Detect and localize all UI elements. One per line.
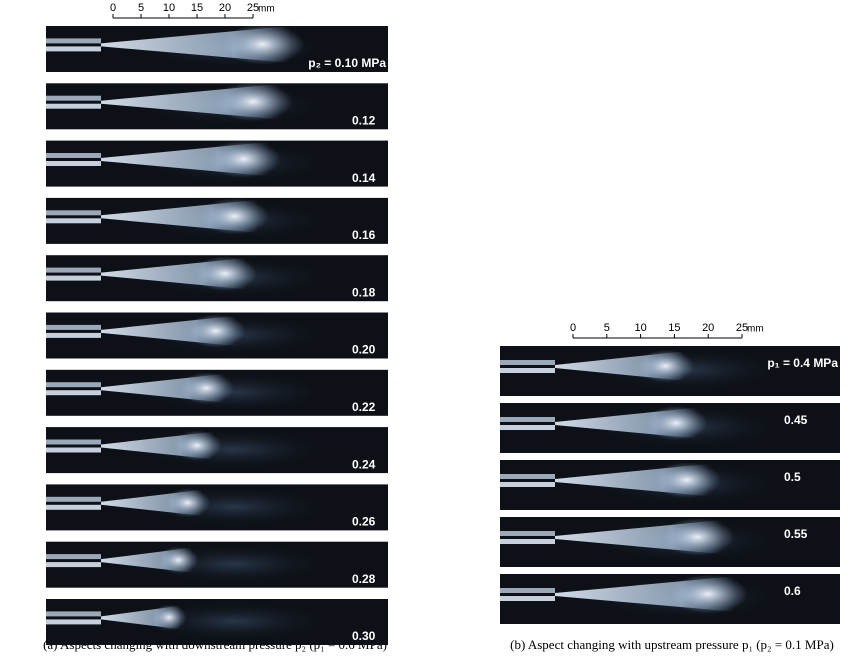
pressure-label: 0.16 bbox=[352, 228, 376, 242]
pressure-label: p₁ = 0.4 MPa bbox=[767, 356, 838, 370]
figure: (a) Aspects changing with downstream pre… bbox=[0, 0, 868, 658]
scale-label: 5 bbox=[138, 2, 144, 14]
jet-head bbox=[207, 140, 281, 178]
nozzle bbox=[500, 531, 555, 536]
nozzle bbox=[500, 482, 555, 487]
nozzle bbox=[500, 588, 555, 593]
scale-label: 15 bbox=[191, 2, 203, 14]
nozzle bbox=[500, 596, 555, 601]
nozzle bbox=[46, 619, 101, 624]
photo-strip: 0.26 bbox=[46, 484, 388, 530]
jet-head bbox=[165, 488, 210, 517]
pressure-label: 0.28 bbox=[352, 572, 376, 586]
nozzle bbox=[46, 161, 101, 166]
photo-strip: 0.55 bbox=[500, 517, 840, 567]
scale-label: 0 bbox=[570, 322, 576, 334]
nozzle bbox=[46, 505, 101, 510]
pressure-label: 0.20 bbox=[352, 343, 376, 357]
jet-head bbox=[653, 462, 721, 498]
photo-strip: 0.28 bbox=[46, 542, 388, 588]
nozzle bbox=[500, 425, 555, 430]
nozzle bbox=[46, 104, 101, 109]
nozzle bbox=[500, 360, 555, 365]
scale-unit: mm bbox=[747, 324, 764, 335]
nozzle bbox=[46, 611, 101, 616]
jet-head bbox=[179, 372, 234, 404]
jet-head bbox=[172, 430, 222, 460]
jet-head bbox=[661, 518, 735, 556]
scale-label: 20 bbox=[219, 2, 231, 14]
jet-head bbox=[193, 256, 257, 291]
scale-label: 5 bbox=[604, 322, 610, 334]
pressure-label: 0.14 bbox=[352, 171, 376, 185]
nozzle bbox=[46, 440, 101, 445]
scale-label: 0 bbox=[110, 2, 116, 14]
nozzle bbox=[46, 333, 101, 338]
jet-head bbox=[186, 314, 245, 347]
nozzle bbox=[46, 38, 101, 43]
pressure-label: 0.30 bbox=[352, 629, 376, 643]
scale-unit: mm bbox=[258, 4, 275, 15]
pressure-label: 0.18 bbox=[352, 285, 376, 299]
nozzle bbox=[46, 382, 101, 387]
nozzle bbox=[46, 96, 101, 101]
scale-label: 15 bbox=[668, 322, 680, 334]
pressure-label: 0.55 bbox=[784, 527, 808, 541]
jet-head bbox=[668, 574, 747, 613]
nozzle bbox=[46, 210, 101, 215]
nozzle bbox=[46, 325, 101, 330]
jet-head bbox=[214, 82, 293, 121]
nozzle bbox=[46, 497, 101, 502]
scale-label: 20 bbox=[702, 322, 714, 334]
nozzle bbox=[500, 474, 555, 479]
jet-head bbox=[200, 198, 269, 234]
nozzle bbox=[46, 268, 101, 273]
nozzle bbox=[46, 153, 101, 158]
pressure-label: 0.6 bbox=[784, 584, 801, 598]
pressure-label: p₂ = 0.10 MPa bbox=[308, 56, 386, 70]
nozzle bbox=[500, 417, 555, 422]
photo-strip: p₂ = 0.10 MPa bbox=[46, 24, 388, 72]
nozzle bbox=[46, 390, 101, 395]
nozzle bbox=[46, 276, 101, 281]
scale-label: 10 bbox=[634, 322, 646, 334]
nozzle bbox=[46, 554, 101, 559]
photo-strip: 0.24 bbox=[46, 427, 388, 473]
nozzle bbox=[46, 448, 101, 453]
nozzle bbox=[46, 218, 101, 223]
photo-strip: 0.6 bbox=[500, 574, 840, 624]
photo-strip: 0.45 bbox=[500, 403, 840, 453]
caption-b: (b) Aspect changing with upstream pressu… bbox=[510, 637, 834, 652]
nozzle bbox=[46, 46, 101, 51]
nozzle bbox=[500, 539, 555, 544]
photo-strip: 0.16 bbox=[46, 198, 388, 244]
pressure-label: 0.26 bbox=[352, 515, 376, 529]
photo-strip: 0.22 bbox=[46, 370, 388, 416]
jet-head bbox=[645, 406, 708, 440]
pressure-label: 0.5 bbox=[784, 470, 801, 484]
photo-strip: 0.12 bbox=[46, 82, 388, 129]
jet-head bbox=[151, 604, 186, 630]
photo-strip: p₁ = 0.4 MPa bbox=[500, 346, 840, 396]
pressure-label: 0.24 bbox=[352, 457, 376, 471]
photo-strip: 0.30 bbox=[46, 599, 388, 645]
pressure-label: 0.22 bbox=[352, 400, 376, 414]
pressure-label: 0.45 bbox=[784, 413, 808, 427]
photo-strip: 0.20 bbox=[46, 313, 388, 359]
scale-label: 10 bbox=[163, 2, 175, 14]
photo-strip: 0.14 bbox=[46, 140, 388, 186]
pressure-label: 0.12 bbox=[352, 113, 376, 127]
photo-strip: 0.18 bbox=[46, 255, 388, 301]
jet-head bbox=[637, 350, 694, 383]
jet-head bbox=[221, 24, 305, 64]
nozzle bbox=[46, 562, 101, 567]
photo-strip: 0.5 bbox=[500, 460, 840, 510]
jet-head bbox=[158, 546, 198, 573]
nozzle bbox=[500, 368, 555, 373]
